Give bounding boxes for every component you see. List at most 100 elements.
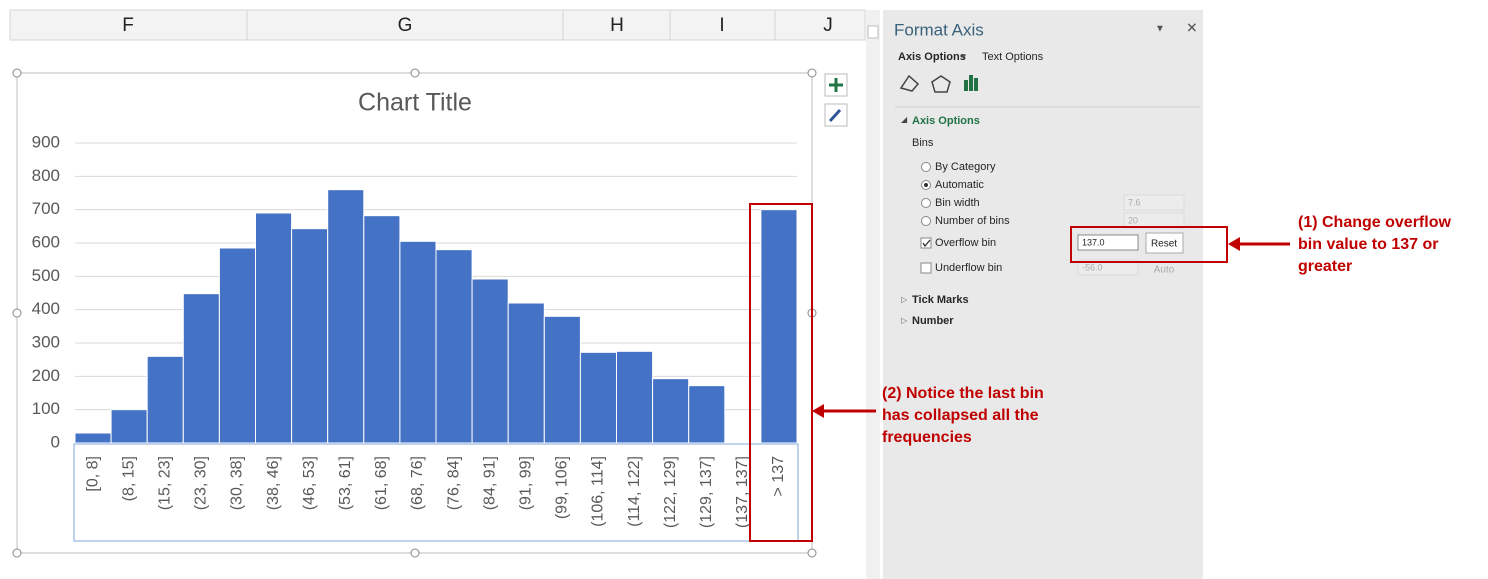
panel-close[interactable]: ✕: [1186, 20, 1198, 36]
axis-selection: [73, 443, 799, 542]
x-tick-label: (99, 106]: [554, 456, 571, 519]
x-tick-label: (129, 137]: [698, 456, 715, 528]
tab-dropdown[interactable]: ▼: [959, 51, 968, 61]
option-label[interactable]: Number of bins: [935, 215, 1010, 227]
annotation: frequencies: [882, 429, 972, 446]
section-title[interactable]: Axis Options: [912, 115, 980, 127]
highlight-box: [749, 203, 813, 542]
input-value: -56.0: [1082, 262, 1103, 272]
input-box[interactable]: [1077, 234, 1139, 251]
annotation: has collapsed all the: [882, 407, 1039, 424]
checkbox[interactable]: [920, 262, 932, 274]
x-tick-label: (15, 23]: [156, 456, 173, 510]
panel-menu[interactable]: ▼: [1155, 24, 1165, 35]
button-label[interactable]: Reset: [1151, 239, 1177, 250]
bar[interactable]: [327, 189, 365, 444]
column-label: H: [610, 15, 624, 36]
y-tick-label: 900: [32, 132, 60, 151]
column-label: I: [719, 15, 724, 36]
checkbox[interactable]: [920, 237, 932, 249]
y-tick-label: 800: [32, 166, 60, 185]
input-value: 20: [1128, 215, 1138, 225]
radio[interactable]: [921, 216, 931, 226]
bar[interactable]: [255, 212, 293, 444]
bar[interactable]: [724, 441, 762, 444]
column-dividers: [246, 10, 776, 40]
column-label: F: [122, 15, 134, 36]
effects-icon[interactable]: [931, 75, 951, 93]
x-tick-label: (114, 122]: [626, 456, 643, 527]
option-label[interactable]: Underflow bin: [935, 262, 1002, 274]
column-header: [9, 9, 866, 41]
section-title[interactable]: Number: [912, 315, 954, 327]
option-label[interactable]: By Category: [935, 161, 996, 173]
y-tick-label: 600: [32, 232, 60, 251]
bar[interactable]: [218, 247, 256, 444]
bar[interactable]: [471, 278, 509, 444]
y-tick-label: 100: [32, 399, 60, 418]
bar[interactable]: [146, 355, 184, 444]
input-box[interactable]: [1077, 259, 1139, 276]
x-tick-label: (30, 38]: [229, 456, 246, 510]
bar[interactable]: [652, 378, 690, 444]
bar[interactable]: [399, 240, 437, 444]
bar[interactable]: [182, 293, 220, 444]
y-tick-label: 200: [32, 366, 60, 385]
panel-title: Format Axis: [894, 20, 984, 39]
annotation: bin value to 137 or: [1298, 236, 1438, 253]
bar[interactable]: [363, 215, 401, 444]
bar[interactable]: [435, 249, 473, 444]
x-tick-label: (8, 15]: [120, 456, 137, 501]
scrollbar[interactable]: [866, 10, 880, 579]
input-box[interactable]: [1123, 194, 1185, 211]
bar[interactable]: [507, 302, 545, 444]
tab[interactable]: Text Options: [982, 51, 1044, 63]
highlight-box: [1070, 226, 1228, 263]
arrowhead: [812, 404, 824, 418]
chart-title: Chart Title: [358, 89, 472, 117]
x-tick-label: (76, 84]: [445, 456, 462, 510]
bar[interactable]: [110, 409, 148, 444]
scroll-thumb[interactable]: [867, 25, 879, 39]
bar[interactable]: [688, 385, 726, 444]
checkmark: [922, 239, 931, 248]
y-tick-label: 500: [32, 266, 60, 285]
x-tick-label: (122, 129]: [662, 456, 679, 528]
annotation: (2) Notice the last bin: [882, 385, 1044, 402]
axis-options-icon[interactable]: [964, 75, 978, 91]
button[interactable]: [1145, 232, 1184, 254]
expander: ▷: [901, 316, 908, 325]
column-label: J: [823, 15, 833, 36]
bar[interactable]: [579, 351, 618, 444]
plus-icon: [829, 78, 843, 92]
option-label[interactable]: Automatic: [935, 179, 984, 191]
input-value: 7.6: [1128, 197, 1141, 207]
button-label: Auto: [1154, 265, 1175, 276]
option-label[interactable]: Overflow bin: [935, 237, 996, 249]
y-tick-label: 0: [51, 432, 60, 451]
x-tick-label: (61, 68]: [373, 456, 390, 510]
x-tick-label: (137, 137]: [734, 456, 751, 528]
section-title[interactable]: Tick Marks: [912, 294, 969, 306]
x-tick-label: (68, 76]: [409, 456, 426, 510]
bar[interactable]: [74, 432, 112, 444]
radio[interactable]: [921, 162, 931, 172]
brush-icon: [828, 108, 842, 123]
radio[interactable]: [921, 198, 931, 208]
y-tick-label: 700: [32, 199, 60, 218]
bar[interactable]: [616, 350, 654, 444]
bar[interactable]: [760, 209, 798, 444]
tab[interactable]: Axis Options: [898, 51, 966, 63]
bar[interactable]: [543, 315, 581, 444]
column-label: G: [398, 15, 413, 36]
option-label[interactable]: Bin width: [935, 197, 980, 209]
x-tick-label: (23, 30]: [193, 456, 210, 510]
x-tick-label: (53, 61]: [337, 456, 354, 510]
expander: ▷: [901, 295, 908, 304]
bar[interactable]: [291, 228, 329, 444]
group-label: Bins: [912, 137, 934, 149]
x-tick-label: > 137: [770, 456, 787, 497]
format-panel: [883, 10, 1203, 579]
fill-icon[interactable]: [899, 74, 920, 92]
